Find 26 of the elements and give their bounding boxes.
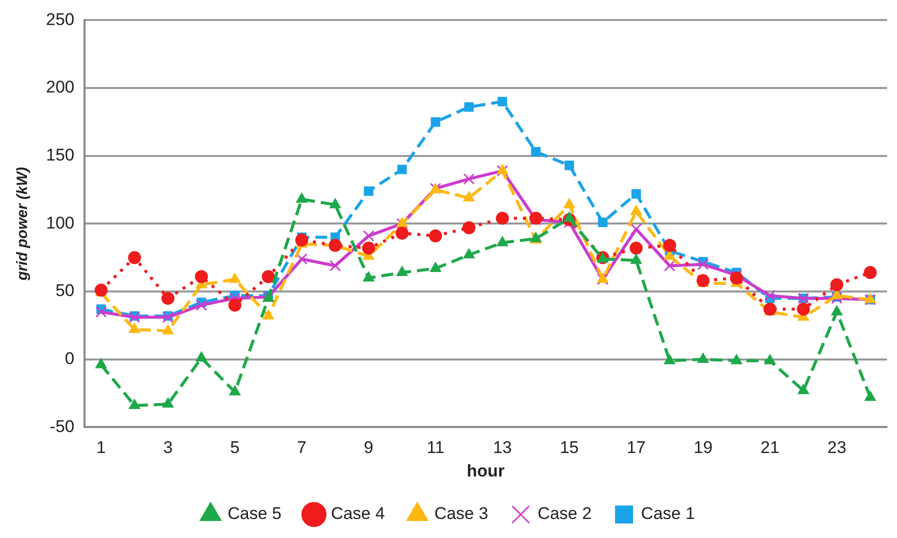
y-tick-label: 50 xyxy=(55,281,74,300)
x-tick-label: 13 xyxy=(492,438,512,458)
x-tick-label: 3 xyxy=(163,438,173,458)
legend-label: Case 1 xyxy=(641,504,695,524)
x-tick-label: 19 xyxy=(694,438,713,458)
x-tick-label: 5 xyxy=(230,438,240,458)
y-axis-title: grid power (kW) xyxy=(14,167,32,282)
x-tick-label: 7 xyxy=(297,438,306,458)
y-tick-label: 0 xyxy=(64,349,74,368)
x-tick-label: 1 xyxy=(96,438,106,458)
y-tick-label: 150 xyxy=(46,146,74,165)
legend-label: Case 2 xyxy=(538,504,592,524)
legend-label: Case 4 xyxy=(330,504,385,524)
x-tick-label: 15 xyxy=(560,438,579,458)
legend-label: Case 3 xyxy=(434,504,488,524)
x-tick-label: 9 xyxy=(364,438,374,458)
x-axis-title: hour xyxy=(466,461,505,480)
y-tick-label: 200 xyxy=(46,78,74,97)
y-tick-label: 250 xyxy=(46,10,74,29)
x-tick-label: 21 xyxy=(760,438,780,458)
legend-label: Case 5 xyxy=(228,504,282,524)
y-tick-label: 100 xyxy=(46,213,74,232)
x-tick-label: 23 xyxy=(827,438,846,458)
x-tick-label: 11 xyxy=(426,438,444,458)
x-tick-label: 17 xyxy=(626,438,646,458)
y-tick-label: -50 xyxy=(50,416,74,436)
